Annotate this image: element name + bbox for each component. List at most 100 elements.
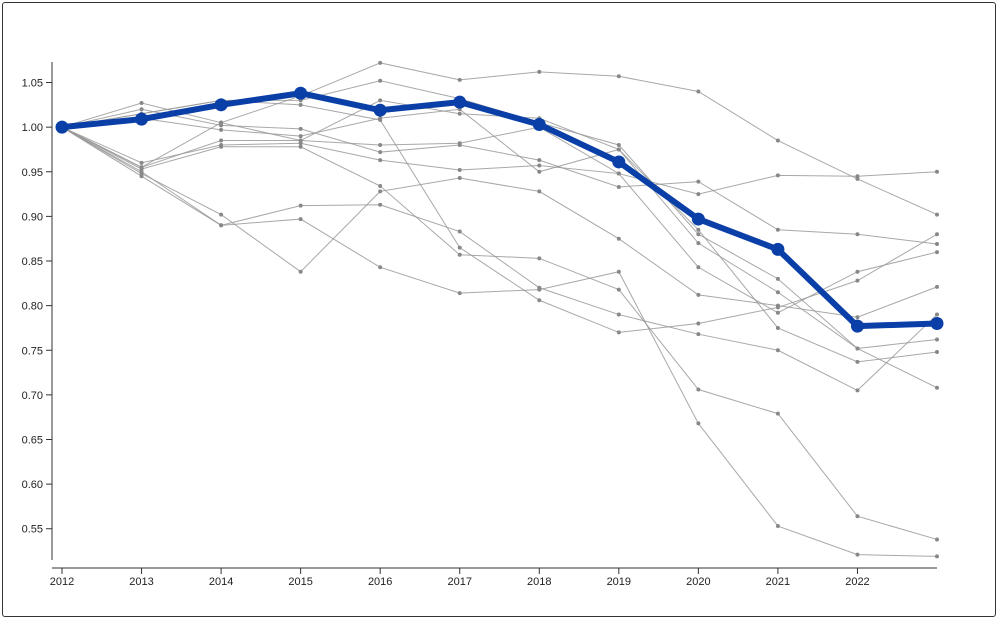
- series-point: [855, 269, 860, 274]
- series-point: [537, 169, 542, 174]
- highlight-point: [612, 155, 626, 169]
- series-point: [457, 229, 462, 234]
- series-point: [696, 292, 701, 297]
- series-point: [378, 202, 383, 207]
- highlight-point: [850, 319, 864, 333]
- highlight-point: [532, 117, 546, 131]
- series-point: [696, 332, 701, 337]
- series-point: [298, 144, 303, 149]
- x-tick-label: 2013: [129, 576, 153, 588]
- series-point: [616, 312, 621, 317]
- series-point: [457, 176, 462, 181]
- series-point: [298, 102, 303, 107]
- series-point: [616, 269, 621, 274]
- y-tick-label: 0.80: [22, 301, 43, 313]
- y-tick: 0.90: [22, 211, 52, 223]
- series-point: [775, 173, 780, 178]
- y-tick-label: 0.60: [22, 479, 43, 491]
- axes: 0.55 0.60 0.65 0.70 0.75 0.80 0.85 0.90 0.95 1.00…: [22, 62, 937, 588]
- y-tick: 0.75: [22, 345, 52, 357]
- series-g: [60, 125, 939, 315]
- series-c: [60, 98, 939, 351]
- y-tick-label: 0.75: [22, 345, 43, 357]
- highlight-point: [55, 120, 69, 134]
- y-tick: 0.70: [22, 390, 52, 402]
- series-point: [457, 111, 462, 116]
- highlight-point: [135, 112, 149, 126]
- series-point: [935, 242, 939, 247]
- series-e: [60, 125, 939, 197]
- series-point: [378, 60, 383, 65]
- series-point: [298, 141, 303, 146]
- series-k: [60, 125, 939, 542]
- series-point: [139, 107, 144, 112]
- series-point: [855, 174, 860, 179]
- series-point: [775, 310, 780, 315]
- series-point: [855, 388, 860, 393]
- series-point: [855, 514, 860, 519]
- series-point: [457, 142, 462, 147]
- series-line: [61, 80, 938, 389]
- x-tick-label: 2015: [288, 576, 312, 588]
- series-point: [298, 203, 303, 208]
- series-point: [537, 287, 542, 292]
- series-point: [616, 236, 621, 241]
- series-point: [696, 89, 701, 94]
- series-point: [616, 330, 621, 335]
- series-point: [378, 158, 383, 163]
- series-point: [696, 265, 701, 270]
- series-point: [935, 284, 939, 289]
- x-tick-label: 2022: [845, 576, 869, 588]
- series-point: [298, 217, 303, 222]
- y-tick: 1.00: [22, 122, 52, 134]
- series-point: [855, 346, 860, 351]
- series-point: [139, 174, 144, 179]
- x-tick-label: 2021: [766, 576, 790, 588]
- series-point: [696, 321, 701, 326]
- x-tick-label: 2020: [686, 576, 710, 588]
- series-point: [775, 227, 780, 232]
- y-tick-label: 1.05: [22, 78, 43, 90]
- series-point: [616, 147, 621, 152]
- series-point: [775, 524, 780, 529]
- series-point: [139, 101, 144, 106]
- x-tick-label: 2017: [447, 576, 471, 588]
- series-point: [378, 142, 383, 147]
- x-tick-label: 2014: [209, 576, 233, 588]
- y-tick-label: 1.00: [22, 122, 43, 134]
- series-l: [60, 98, 939, 335]
- series-point: [298, 134, 303, 139]
- series-point: [935, 554, 939, 559]
- series-line: [61, 99, 938, 349]
- series-point: [457, 252, 462, 257]
- series-point: [537, 256, 542, 261]
- x-tick-label: 2012: [50, 576, 74, 588]
- series-point: [378, 118, 383, 123]
- series-point: [855, 315, 860, 320]
- series-point: [696, 241, 701, 246]
- series-point: [298, 126, 303, 131]
- series-point: [537, 189, 542, 194]
- series-point: [537, 69, 542, 74]
- series-point: [219, 144, 224, 149]
- series-point: [855, 278, 860, 283]
- series-point: [696, 227, 701, 232]
- x-tick: 2021: [766, 568, 790, 588]
- highlight-point: [214, 98, 228, 112]
- series-point: [775, 276, 780, 281]
- y-tick: 0.80: [22, 301, 52, 313]
- series-point: [696, 387, 701, 392]
- highlight-point: [691, 212, 705, 226]
- y-tick: 0.85: [22, 256, 52, 268]
- series-point: [219, 223, 224, 228]
- series-point: [775, 305, 780, 310]
- series-point: [616, 74, 621, 79]
- y-tick-label: 0.55: [22, 524, 43, 536]
- series-point: [378, 78, 383, 83]
- series-a: [60, 60, 939, 217]
- series-point: [935, 350, 939, 355]
- x-tick-label: 2016: [368, 576, 392, 588]
- series-point: [935, 312, 939, 317]
